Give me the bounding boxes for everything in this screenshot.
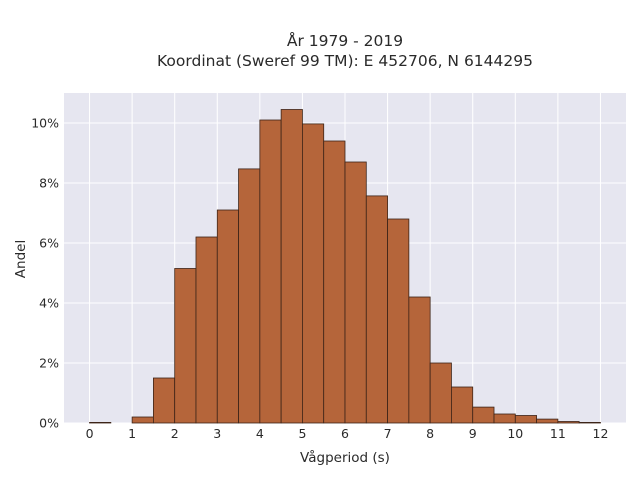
chart-title-line-2: Koordinat (Sweref 99 TM): E 452706, N 61… [157,52,533,70]
y-tick-label: 8% [39,176,59,191]
histogram-bar [153,377,176,424]
x-tick-label: 10 [507,426,523,441]
histogram-bar [557,421,580,424]
x-axis-ticks: 0 1 2 3 4 5 6 7 8 9 10 11 12 [86,426,609,441]
histogram-bar [238,168,261,424]
x-tick-label: 11 [550,426,566,441]
x-tick-label: 7 [384,426,392,441]
histogram-bar [323,140,346,424]
histogram-bar [451,386,474,424]
histogram-bar [131,416,154,424]
y-tick-label: 10% [31,116,59,131]
histogram-bar [216,209,239,424]
y-tick-label: 4% [39,296,59,311]
histogram-bar [387,218,410,424]
histogram-bar [174,268,197,424]
x-tick-label: 8 [426,426,434,441]
x-tick-label: 9 [469,426,477,441]
x-tick-label: 0 [86,426,94,441]
y-tick-label: 0% [39,416,59,431]
histogram-bar [536,418,559,424]
x-tick-label: 4 [256,426,264,441]
chart-title-line-1: År 1979 - 2019 [287,31,403,50]
histogram-bar [578,421,601,424]
histogram-bar [514,415,537,424]
x-tick-label: 12 [593,426,609,441]
x-tick-label: 1 [128,426,136,441]
histogram-bar [259,119,282,424]
histogram-bar [365,195,388,424]
x-tick-label: 3 [213,426,221,441]
histogram-bar [344,161,367,424]
histogram-bar [493,413,516,424]
histogram-bar [429,362,452,424]
histogram-bar [195,236,218,424]
x-tick-label: 2 [171,426,179,441]
histogram-bar [280,109,303,424]
histogram-bars [89,109,601,424]
y-axis-label: Andel [13,240,29,278]
y-tick-label: 2% [39,356,59,371]
histogram-bar [89,421,112,424]
histogram-bar [472,406,495,424]
histogram-bar [408,296,431,424]
x-tick-label: 5 [298,426,306,441]
histogram-bar [302,123,325,424]
x-tick-label: 6 [341,426,349,441]
y-axis-ticks: 0% 2% 4% 6% 8% 10% [31,116,59,431]
y-tick-label: 6% [39,236,59,251]
x-axis-label: Vågperiod (s) [300,449,390,466]
